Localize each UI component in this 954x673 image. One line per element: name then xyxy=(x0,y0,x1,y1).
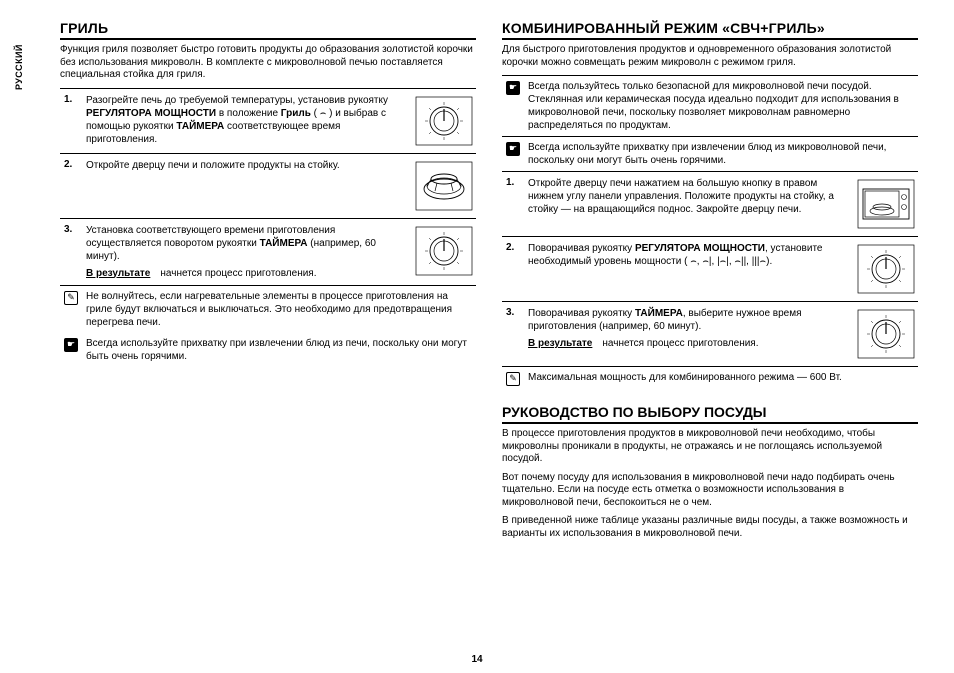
note-text: Всегда используйте прихватку при извлече… xyxy=(86,337,476,363)
step-number: 1. xyxy=(506,177,520,188)
step-text: Установка соответствующего времени приго… xyxy=(86,224,404,280)
right-column: КОМБИНИРОВАННЫЙ РЕЖИМ «СВЧ+ГРИЛЬ» Для бы… xyxy=(502,20,918,546)
page-content: ГРИЛЬ Функция гриля позволяет быстро гот… xyxy=(0,0,954,556)
cookware-p3: В приведенной ниже таблице указаны разли… xyxy=(502,515,918,540)
right-warn-2: ☛ Всегда используйте прихватку при извле… xyxy=(502,137,918,172)
cookware-p2: Вот почему посуду для использования в ми… xyxy=(502,472,918,510)
note-icon: ✎ xyxy=(64,291,78,305)
right-step-2: 2. Поворачивая рукоятку РЕГУЛЯТОРА МОЩНО… xyxy=(502,237,918,302)
page-number: 14 xyxy=(471,654,482,665)
left-column: ГРИЛЬ Функция гриля позволяет быстро гот… xyxy=(60,20,476,546)
step-number: 1. xyxy=(64,94,78,105)
step-text: Откройте дверцу печи нажатием на большую… xyxy=(528,177,846,216)
step-text: Откройте дверцу печи и положите продукты… xyxy=(86,159,404,172)
step-number: 3. xyxy=(506,307,520,318)
left-step-3: 3. Установка соответствующего времени пр… xyxy=(60,219,476,286)
step-text: Разогрейте печь до требуемой температуры… xyxy=(86,94,404,146)
left-step-1: 1. Разогрейте печь до требуемой температ… xyxy=(60,89,476,154)
dial-icon xyxy=(854,307,918,361)
cookware-title: РУКОВОДСТВО ПО ВЫБОРУ ПОСУДЫ xyxy=(502,404,918,424)
dial-icon xyxy=(412,224,476,278)
step-text: Поворачивая рукоятку РЕГУЛЯТОРА МОЩНОСТИ… xyxy=(528,242,846,268)
step-number: 2. xyxy=(506,242,520,253)
right-step-1: 1. Откройте дверцу печи нажатием на боль… xyxy=(502,172,918,237)
left-title: ГРИЛЬ xyxy=(60,20,476,40)
dial-icon xyxy=(412,94,476,148)
note-text: Всегда пользуйтесь только безопасной для… xyxy=(528,80,918,132)
left-note-1: ✎ Не волнуйтесь, если нагревательные эле… xyxy=(60,286,476,333)
left-note-2: ☛ Всегда используйте прихватку при извле… xyxy=(60,333,476,367)
dial-icon xyxy=(854,242,918,296)
right-note-3: ✎ Максимальная мощность для комбинирован… xyxy=(502,367,918,390)
right-warn-1: ☛ Всегда пользуйтесь только безопасной д… xyxy=(502,76,918,137)
right-title: КОМБИНИРОВАННЫЙ РЕЖИМ «СВЧ+ГРИЛЬ» xyxy=(502,20,918,40)
step-number: 2. xyxy=(64,159,78,170)
rack-icon xyxy=(412,159,476,213)
hand-icon: ☛ xyxy=(506,81,520,95)
cookware-p1: В процессе приготовления продуктов в мик… xyxy=(502,428,918,466)
step-text: Поворачивая рукоятку ТАЙМЕРА, выберите н… xyxy=(528,307,846,350)
note-icon: ✎ xyxy=(506,372,520,386)
microwave-icon xyxy=(854,177,918,231)
left-step-2: 2. Откройте дверцу печи и положите проду… xyxy=(60,154,476,219)
note-text: Не волнуйтесь, если нагревательные элеме… xyxy=(86,290,476,329)
language-tab: РУССКИЙ xyxy=(14,44,24,90)
step-number: 3. xyxy=(64,224,78,235)
right-step-3: 3. Поворачивая рукоятку ТАЙМЕРА, выберит… xyxy=(502,302,918,367)
hand-icon: ☛ xyxy=(506,142,520,156)
hand-icon: ☛ xyxy=(64,338,78,352)
note-text: Максимальная мощность для комбинированно… xyxy=(528,371,842,384)
note-text: Всегда используйте прихватку при извлече… xyxy=(528,141,918,167)
right-intro: Для быстрого приготовления продуктов и о… xyxy=(502,44,918,69)
left-intro: Функция гриля позволяет быстро готовить … xyxy=(60,44,476,82)
